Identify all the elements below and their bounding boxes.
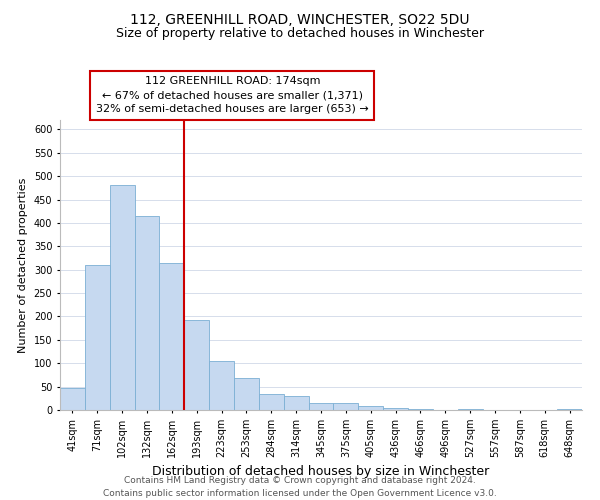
Text: Size of property relative to detached houses in Winchester: Size of property relative to detached ho… <box>116 28 484 40</box>
X-axis label: Distribution of detached houses by size in Winchester: Distribution of detached houses by size … <box>152 466 490 478</box>
Bar <box>209 361 234 410</box>
Bar <box>234 378 259 410</box>
Bar <box>334 404 358 410</box>
Bar <box>184 320 209 410</box>
Bar <box>284 396 308 410</box>
Bar <box>160 262 184 410</box>
Text: 112, GREENHILL ROAD, WINCHESTER, SO22 5DU: 112, GREENHILL ROAD, WINCHESTER, SO22 5D… <box>130 12 470 26</box>
Text: 112 GREENHILL ROAD: 174sqm
← 67% of detached houses are smaller (1,371)
32% of s: 112 GREENHILL ROAD: 174sqm ← 67% of deta… <box>96 76 368 114</box>
Bar <box>358 406 383 410</box>
Bar <box>408 409 433 410</box>
Bar <box>259 394 284 410</box>
Bar <box>557 409 582 410</box>
Bar <box>458 409 482 410</box>
Bar <box>134 216 160 410</box>
Bar <box>60 388 85 410</box>
Text: Contains HM Land Registry data © Crown copyright and database right 2024.
Contai: Contains HM Land Registry data © Crown c… <box>103 476 497 498</box>
Y-axis label: Number of detached properties: Number of detached properties <box>18 178 28 352</box>
Bar <box>110 186 134 410</box>
Bar <box>85 265 110 410</box>
Bar <box>383 408 408 410</box>
Bar <box>308 404 334 410</box>
